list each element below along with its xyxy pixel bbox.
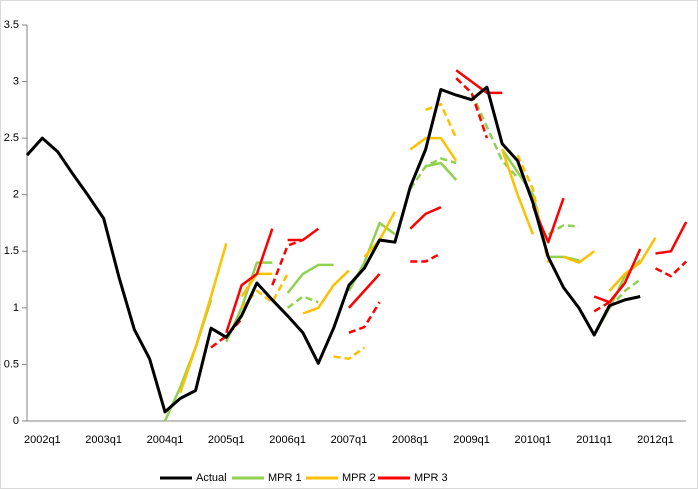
forecast-line [179,243,228,394]
forecast-line-dashed [410,252,442,263]
forecast-line [287,227,320,242]
forecast-line [563,250,595,264]
forecast-line [286,263,334,294]
legend-label: MPR 1 [268,472,302,484]
x-tick-label: 2011q1 [576,434,612,446]
y-tick-label: 0 [13,415,19,427]
forecast-line-dashed [409,157,457,190]
y-tick-label: 2 [13,189,19,201]
forecast-line [501,149,535,235]
y-tick-label: 3 [13,75,19,87]
x-tick-label: 2006q1 [269,434,306,446]
x-tick-label: 2008q1 [392,434,429,446]
forecast-line-dashed [333,346,366,361]
forecast-line [25,85,641,414]
forecast-line [409,136,458,162]
forecast-line-dashed [516,154,550,263]
forecast-line-dashed [654,260,688,278]
forecast-line [425,161,458,181]
x-tick-label: 2004q1 [147,434,184,446]
forecast-line [655,221,688,255]
x-tick-label: 2007q1 [331,434,368,446]
y-tick-label: 1.5 [4,245,19,257]
forecast-line-dashed [470,92,519,179]
forecast-line [409,206,442,230]
forecast-line-dashed [271,238,304,286]
y-tick-label: 1 [13,302,19,314]
forecast-line-dashed [425,102,458,139]
forecast-line-dashed [608,278,641,309]
forecast-line [347,273,381,309]
legend-label: MPR 2 [342,472,376,484]
forecast-line [302,269,350,315]
x-tick-label: 2009q1 [453,434,490,446]
forecast-line-dashed [348,301,381,334]
y-tick-label: 3.5 [4,19,19,31]
y-tick-label: 0.5 [4,358,19,370]
forecast-line [593,248,642,304]
legend-label: MPR 3 [414,472,448,484]
forecast-line-dashed [593,282,626,313]
forecast-line-dashed [286,295,319,309]
forecast-line [225,228,274,334]
forecast-line [455,69,503,95]
x-tick-label: 2005q1 [208,434,245,446]
x-tick-label: 2003q1 [85,434,122,446]
legend-label: Actual [196,472,227,484]
y-tick-label: 2.5 [4,132,19,144]
x-tick-label: 2012q1 [637,434,674,446]
x-tick-label: 2010q1 [515,434,552,446]
x-tick-label: 2002q1 [24,434,61,446]
